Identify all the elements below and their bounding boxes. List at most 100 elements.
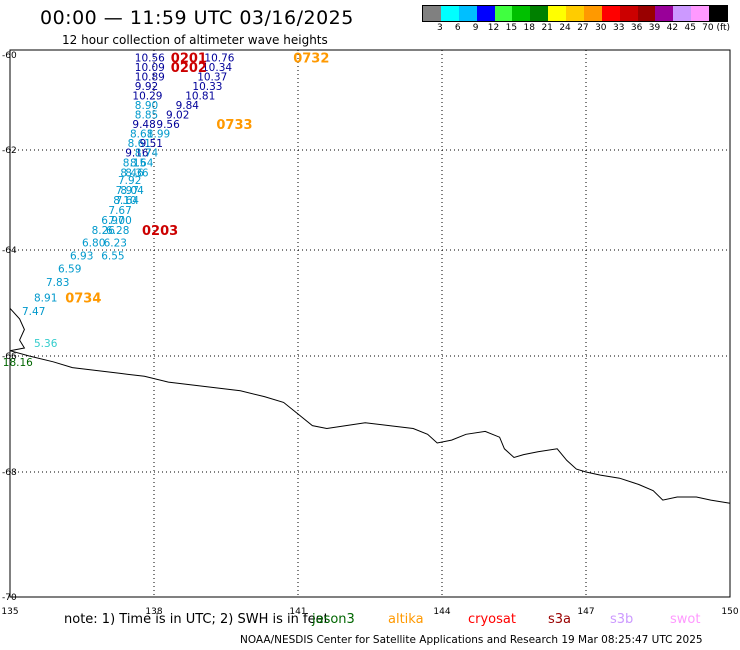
wave-height-value: 10.09 xyxy=(135,62,165,74)
legend-label: 9 xyxy=(472,23,479,33)
credit-line: NOAA/NESDIS Center for Satellite Applica… xyxy=(240,634,703,646)
wave-height-value: 18.16 xyxy=(3,357,33,369)
legend-label: 36 xyxy=(630,23,643,33)
axis-labels: 135 138 141 144 147 150 -60 -62 -64 -66 -68 -70 xyxy=(1,51,738,617)
legend-swatch xyxy=(691,6,709,21)
pass-time-label: 0732 xyxy=(293,51,329,66)
wave-height-value: 8.04 xyxy=(120,185,144,197)
latitude-label: -70 xyxy=(2,593,17,603)
wave-height-value: 9.16 xyxy=(125,148,149,160)
legend-swatch xyxy=(655,6,674,21)
legend-label: 27 xyxy=(577,23,589,33)
wave-height-value: 9.51 xyxy=(140,138,163,150)
page-subtitle: 12 hour collection of altimeter wave hei… xyxy=(62,33,328,47)
wave-height-value: 8.15 xyxy=(123,158,146,170)
wave-height-value: 7.83 xyxy=(46,277,69,289)
wave-height-observations: 10.5610.0910.899.9210.298.908.859.488.61… xyxy=(3,52,235,368)
wave-height-value: 8.64 xyxy=(130,158,154,170)
wave-height-value: 10.33 xyxy=(192,81,222,93)
legend-label: 18 xyxy=(523,23,536,33)
legend-swatch xyxy=(440,6,459,21)
wave-height-value: 6.59 xyxy=(58,264,81,276)
latitude-label: -60 xyxy=(2,51,17,61)
pass-time-label: 0734 xyxy=(65,292,101,307)
wave-height-value: 9.92 xyxy=(135,81,158,93)
wave-height-value: 7.67 xyxy=(108,205,131,217)
legend-swatch xyxy=(476,6,495,21)
wave-height-value: 10.89 xyxy=(135,71,165,83)
legend-swatch xyxy=(423,6,441,21)
pass-time-label: 0203 xyxy=(142,224,178,239)
legend-swatch xyxy=(512,6,531,21)
latitude-label: -68 xyxy=(2,468,17,478)
wave-height-value: 8.85 xyxy=(135,109,158,121)
legend-swatch xyxy=(673,6,692,21)
wave-height-color-legend: 3 6 9 12 15 18 21 24 27 30 33 36 39 42 45 70 (ft) xyxy=(422,5,732,39)
pass-time-label: 0733 xyxy=(216,118,252,133)
wave-height-value: 6.23 xyxy=(104,238,127,250)
longitude-label: 138 xyxy=(145,607,162,617)
wave-height-value: 10.29 xyxy=(132,90,162,102)
legend-swatch xyxy=(637,6,656,21)
wave-height-value: 8.36 xyxy=(125,168,149,180)
wave-height-value: 5.36 xyxy=(34,338,58,350)
wave-height-value: 7.92 xyxy=(118,175,141,187)
antarctic-coastline xyxy=(9,307,731,504)
wave-height-value: 10.37 xyxy=(197,71,227,83)
wave-height-value: 6.80 xyxy=(82,238,105,250)
wave-height-value: 10.76 xyxy=(204,52,234,64)
legend-label: 39 xyxy=(648,23,661,33)
satellite-key-s3a: s3a xyxy=(548,612,572,627)
wave-height-value: 9.48 xyxy=(132,119,155,131)
legend-label: 30 xyxy=(595,23,607,33)
wave-height-value: 8.99 xyxy=(147,128,170,140)
wave-height-value: 8.74 xyxy=(135,148,159,160)
legend-color-bar xyxy=(422,5,728,22)
longitude-label: 150 xyxy=(721,607,738,617)
wave-height-value: 10.34 xyxy=(202,62,232,74)
wave-height-value: 10.56 xyxy=(135,52,165,64)
satellite-key-swot: swot xyxy=(670,612,701,627)
legend-swatch xyxy=(530,6,549,21)
legend-swatch xyxy=(583,6,602,21)
legend-label: 70 (ft) xyxy=(702,23,731,33)
longitude-label: 135 xyxy=(1,607,18,617)
legend-swatch xyxy=(494,6,513,21)
legend-label: 24 xyxy=(559,23,571,33)
legend-swatch xyxy=(709,6,727,21)
wave-height-value: 8.46 xyxy=(120,168,144,180)
wave-height-value: 7.47 xyxy=(22,306,45,318)
legend-label: 3 xyxy=(437,23,443,33)
latitude-label: -62 xyxy=(2,146,17,156)
wave-height-value: 8.91 xyxy=(34,293,57,305)
wave-height-value: 6.55 xyxy=(101,250,124,262)
wave-height-value: 6.28 xyxy=(106,225,129,237)
pass-time-label: 0201 xyxy=(171,51,207,66)
wave-height-value: 6.97 xyxy=(101,215,124,227)
wave-height-value: 8.61 xyxy=(128,138,151,150)
legend-swatch xyxy=(458,6,477,21)
legend-label: 6 xyxy=(454,23,461,33)
page-title: 00:00 — 11:59 UTC 03/16/2025 xyxy=(40,7,354,29)
wave-height-value: 9.02 xyxy=(166,109,189,121)
lat-lon-grid xyxy=(9,49,731,598)
legend-label: 33 xyxy=(612,23,625,33)
legend-label: 12 xyxy=(487,23,500,33)
wave-height-value: 7.00 xyxy=(108,215,131,227)
legend-label: 45 xyxy=(684,23,696,33)
legend-swatch xyxy=(548,6,566,21)
legend-swatch xyxy=(566,6,584,21)
legend-swatch xyxy=(601,6,620,21)
wave-height-value: 9.84 xyxy=(176,100,200,112)
wave-height-value: 9.56 xyxy=(156,119,180,131)
legend-label: 42 xyxy=(666,23,679,33)
latitude-label: -64 xyxy=(2,246,17,256)
wave-height-value: 8.61 xyxy=(130,128,153,140)
satellite-key-altika: altika xyxy=(388,612,424,627)
longitude-label: 141 xyxy=(289,607,306,617)
map-frame xyxy=(9,49,731,598)
longitude-label: 147 xyxy=(577,607,594,617)
legend-label: 15 xyxy=(505,23,518,33)
wave-height-value: 8.10 xyxy=(113,195,136,207)
